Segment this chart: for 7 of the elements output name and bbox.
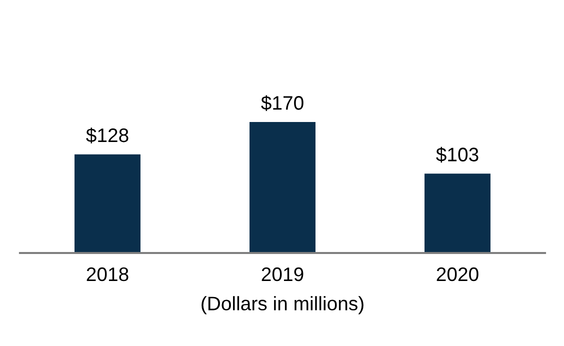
data-label: $103 <box>436 146 478 163</box>
x-axis-title: (Dollars in millions) <box>202 296 364 314</box>
x-tick-label: 2019 <box>262 267 304 282</box>
data-label: $128 <box>86 128 128 144</box>
x-tick-label: 2020 <box>436 267 478 282</box>
x-tick-label: 2018 <box>86 267 128 282</box>
data-label: $170 <box>261 95 304 111</box>
